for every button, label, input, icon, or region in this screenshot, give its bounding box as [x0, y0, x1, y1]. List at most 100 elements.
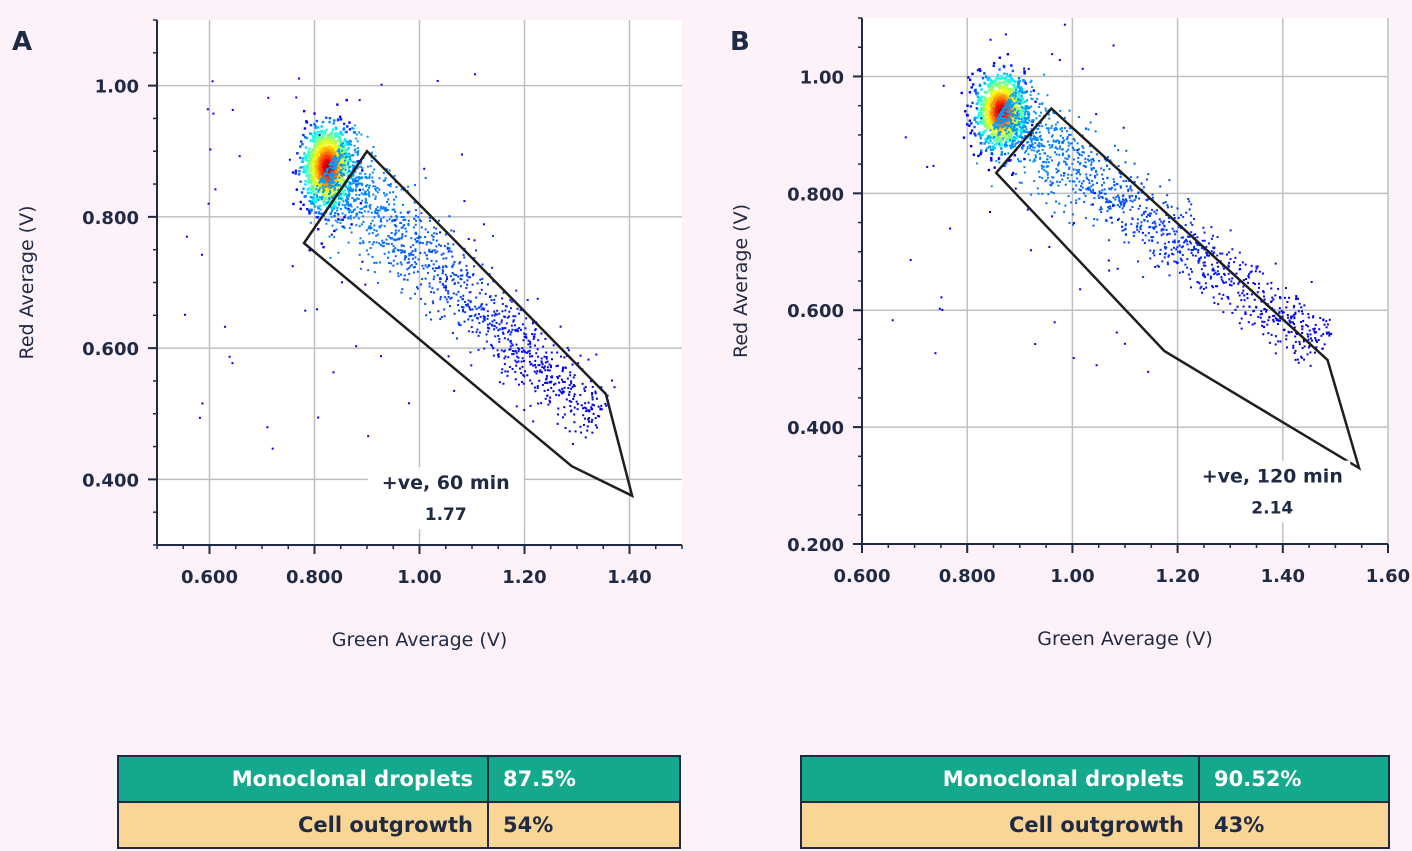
data-point	[231, 362, 234, 365]
data-point	[231, 108, 234, 111]
data-point	[402, 216, 405, 219]
data-point	[347, 208, 350, 211]
data-point	[1227, 265, 1230, 268]
data-point	[1006, 87, 1009, 90]
data-point	[402, 203, 405, 206]
data-point	[393, 208, 396, 211]
data-point	[465, 287, 468, 290]
data-point	[1259, 316, 1262, 319]
data-point	[324, 195, 328, 198]
data-point	[320, 158, 323, 162]
data-point	[563, 356, 566, 359]
data-point	[333, 229, 336, 233]
data-point	[989, 127, 992, 131]
data-point	[1015, 87, 1018, 90]
data-point	[368, 205, 371, 208]
data-point	[591, 393, 594, 396]
data-point	[360, 133, 363, 136]
data-point	[392, 248, 395, 251]
data-point	[350, 176, 353, 179]
data-point	[978, 84, 982, 88]
data-point	[316, 308, 319, 311]
data-point	[430, 290, 433, 293]
data-point	[350, 154, 353, 157]
data-point	[451, 332, 454, 335]
data-point	[414, 209, 417, 212]
data-point	[1011, 69, 1015, 73]
data-point	[308, 191, 312, 195]
data-point	[383, 179, 386, 182]
data-point	[1229, 257, 1232, 260]
data-point	[383, 252, 386, 255]
data-point	[1048, 131, 1051, 134]
data-point	[430, 259, 433, 262]
data-point	[1004, 79, 1008, 82]
data-point	[542, 367, 545, 370]
data-point	[1030, 144, 1033, 147]
data-point	[1025, 128, 1028, 131]
data-point	[989, 96, 992, 100]
data-point	[477, 348, 480, 351]
data-point	[435, 260, 438, 263]
data-point	[998, 120, 1001, 123]
data-point	[313, 112, 316, 115]
data-point	[529, 363, 532, 366]
data-point	[333, 236, 336, 239]
data-point	[1050, 145, 1053, 148]
data-point	[391, 237, 394, 240]
data-point	[319, 173, 322, 176]
data-point	[1056, 121, 1059, 124]
data-point	[445, 278, 448, 281]
data-point	[513, 324, 516, 327]
data-point	[1124, 227, 1127, 230]
data-point	[983, 119, 987, 123]
data-point	[983, 72, 986, 75]
data-point	[308, 212, 311, 215]
data-point	[359, 207, 362, 210]
data-point	[318, 176, 322, 179]
data-point	[371, 176, 374, 179]
data-point	[223, 325, 226, 328]
data-point	[209, 148, 212, 151]
data-point	[583, 417, 586, 420]
data-point	[340, 191, 343, 194]
data-point	[426, 241, 429, 244]
data-point	[514, 359, 517, 362]
data-point	[1051, 181, 1054, 184]
data-point	[558, 389, 561, 392]
data-point	[1173, 230, 1176, 233]
data-point	[528, 349, 531, 352]
data-point	[356, 167, 359, 170]
data-point	[372, 193, 375, 196]
data-point	[532, 420, 535, 423]
data-point	[550, 358, 553, 361]
data-points	[891, 23, 1333, 373]
data-point	[1227, 251, 1230, 254]
data-point	[1034, 100, 1037, 103]
data-point	[988, 138, 992, 141]
data-point	[997, 118, 1000, 121]
data-point	[352, 166, 355, 169]
data-point	[358, 253, 361, 256]
data-point	[331, 140, 335, 143]
data-point	[471, 331, 474, 334]
data-point	[324, 151, 327, 154]
data-point	[996, 73, 1000, 77]
data-point	[994, 107, 998, 111]
data-point	[316, 205, 320, 208]
data-point	[981, 133, 984, 137]
data-point	[409, 265, 412, 268]
data-point	[967, 76, 970, 79]
data-point	[504, 327, 507, 330]
data-point	[1313, 331, 1316, 334]
data-point	[357, 183, 360, 186]
data-point	[517, 356, 520, 359]
data-point	[380, 218, 383, 221]
data-point	[372, 181, 375, 184]
data-point	[1244, 263, 1247, 266]
data-point	[337, 164, 340, 168]
data-point	[1017, 114, 1020, 118]
data-point	[979, 120, 983, 123]
data-point	[1124, 161, 1127, 164]
data-point	[491, 266, 494, 269]
